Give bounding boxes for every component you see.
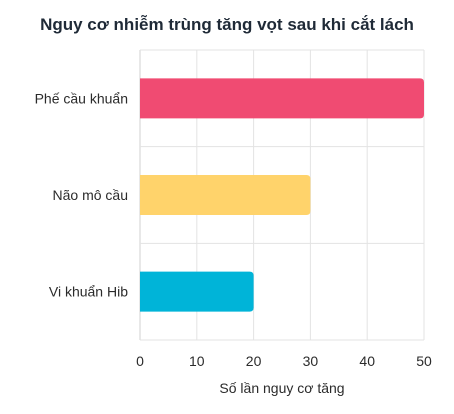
x-tick-label-30: 30	[303, 353, 319, 369]
category-label-2: Não mô cầu	[53, 187, 128, 203]
bar-3	[140, 271, 254, 312]
bar-1	[140, 78, 424, 119]
category-label-3: Vi khuẩn Hib	[49, 284, 128, 300]
x-tick-labels: 0 10 20 30 40 50	[136, 353, 432, 369]
category-label-1: Phế cầu khuẩn	[35, 90, 128, 106]
x-tick-label-50: 50	[416, 353, 432, 369]
bars	[140, 78, 424, 312]
x-tick-label-20: 20	[246, 353, 262, 369]
chart-title: Nguy cơ nhiễm trùng tăng vọt sau khi cắt…	[40, 15, 414, 34]
x-axis-title: Số lần nguy cơ tăng	[219, 380, 344, 396]
x-tick-label-10: 10	[189, 353, 205, 369]
x-tick-label-0: 0	[136, 353, 144, 369]
x-tick-label-40: 40	[359, 353, 375, 369]
bar-2	[140, 175, 311, 215]
category-labels: Phế cầu khuẩn Não mô cầu Vi khuẩn Hib	[35, 90, 129, 299]
